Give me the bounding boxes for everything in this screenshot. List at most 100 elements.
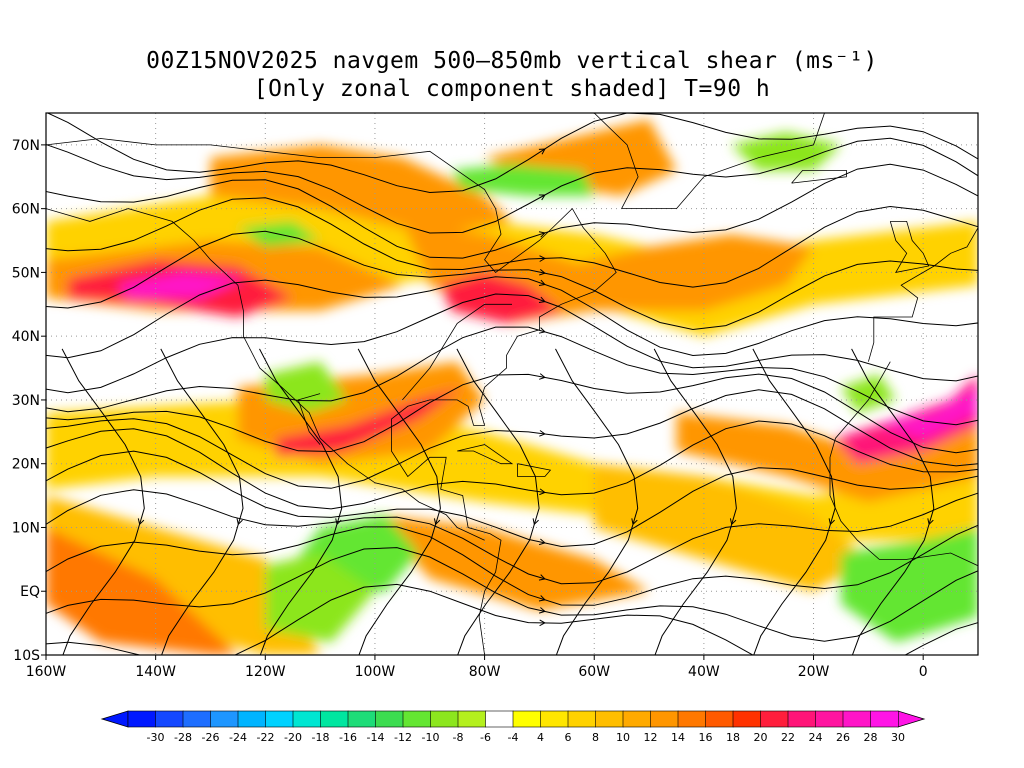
colorbar-label: 20 [754,731,768,744]
streamline-arrow [539,430,546,437]
x-tick-label: 60W [578,664,610,680]
colorbar-label: 8 [592,731,599,744]
colorbar-swatch [265,710,294,728]
shear-region [117,272,244,298]
streamline-arrow [631,518,638,526]
colorbar-label: 12 [644,731,658,744]
shear-shading [46,119,978,655]
colorbar-label: 10 [616,731,630,744]
streamline-arrow [729,518,737,526]
x-tick-label: 80W [469,664,501,680]
colorbar-label: -6 [480,731,491,744]
colorbar-swatch [787,710,817,728]
colorbar-swatch [870,710,899,728]
streamline [46,489,978,585]
coast-britain [889,221,930,273]
colorbar-swatch [595,710,624,728]
colorbar-label: -22 [257,731,275,744]
streamline [851,348,935,655]
streamline-arrow [538,231,546,238]
streamline [46,230,978,331]
y-tick-label: 40N [12,329,40,345]
colorbar-label: 28 [864,731,878,744]
y-tick-label: 50N [12,265,40,281]
streamline [357,348,441,655]
y-tick-label: EQ [20,584,40,600]
streamline-arrow [236,518,243,526]
map-grid [46,113,978,655]
colorbar-swatch [732,710,762,728]
x-tick-label: 160W [26,664,67,680]
shear-region [879,387,978,439]
x-tick-label: 140W [135,664,176,680]
colorbar-swatch [760,710,789,728]
x-tick-label: 100W [355,664,396,680]
streamline [46,113,978,194]
y-tick-label: 10N [12,520,40,536]
streamline [456,348,540,655]
shear-region [276,387,463,458]
colorbar-swatch [650,710,679,728]
colorbar-label: -4 [508,731,519,744]
colorbar-swatch [320,710,349,728]
colorbar-label: 22 [781,731,795,744]
colorbar-label: -18 [312,731,330,744]
y-tick-label: 30N [12,393,40,409]
streamline-arrow [539,255,546,262]
streamline-arrow [538,296,546,303]
latitude-axis: 10S EQ 10N 20N 30N 40N 50N 60N 70N [12,138,46,664]
streamline [653,348,737,655]
colorbar-swatch [815,710,844,728]
shear-region [265,553,375,643]
colorbar-label: -8 [453,731,464,744]
streamline [46,389,978,489]
streamline-arrow [828,518,835,526]
colorbar-label: -30 [147,731,165,744]
longitude-axis: 160W 140W 120W 100W 80W 60W 40W 20W 0 [26,655,928,680]
colorbar-swatch [292,710,322,728]
streamline-arrow [539,488,546,496]
streamline [46,450,978,548]
streamline-arrow [538,279,546,286]
colorbar-label: -14 [367,731,385,744]
coast-cuba [457,444,514,465]
shear-region [210,144,512,235]
shear-region [840,374,896,413]
colorbar-swatch [402,710,432,728]
streamline [752,348,836,655]
streamline [46,373,978,454]
colorbar: -30 -28 -26 -24 -22 -20 -18 -16 -14 -12 -10 -8 -6 -4 4… [100,710,926,744]
streamline [46,293,978,394]
coast-americas-east [46,138,617,655]
streamline-arrow [539,269,546,276]
streamline-arrow [433,518,441,526]
map-frame [45,112,979,656]
y-tick-label: 70N [12,138,40,154]
colorbar-label: 26 [836,731,850,744]
colorbar-swatch [457,710,487,728]
colorbar-swatch [182,710,212,728]
colorbar-arrow-right [897,710,926,728]
y-tick-label: 60N [12,202,40,218]
streamline-arrow [335,518,342,526]
streamline-arrow [538,194,546,201]
colorbar-arrow-left [100,710,129,728]
colorbar-label: -24 [229,731,247,744]
y-tick-label: 20N [12,457,40,473]
colorbar-swatch [705,710,734,728]
colorbar-label: 24 [809,731,823,744]
x-tick-label: 0 [919,664,928,680]
streamline [61,348,145,655]
colorbar-label: 14 [671,731,685,744]
colorbar-label: -20 [284,731,302,744]
colorbar-label: 18 [726,731,740,744]
colorbar-label: -10 [422,731,440,744]
colorbar-swatch [127,710,157,728]
colorbar-swatch [677,710,707,728]
colorbar-label: -28 [174,731,192,744]
colorbar-label: 16 [699,731,713,744]
colorbar-swatch [155,710,184,728]
streamline-arrow [539,619,546,627]
colorbar-swatch [210,710,239,728]
